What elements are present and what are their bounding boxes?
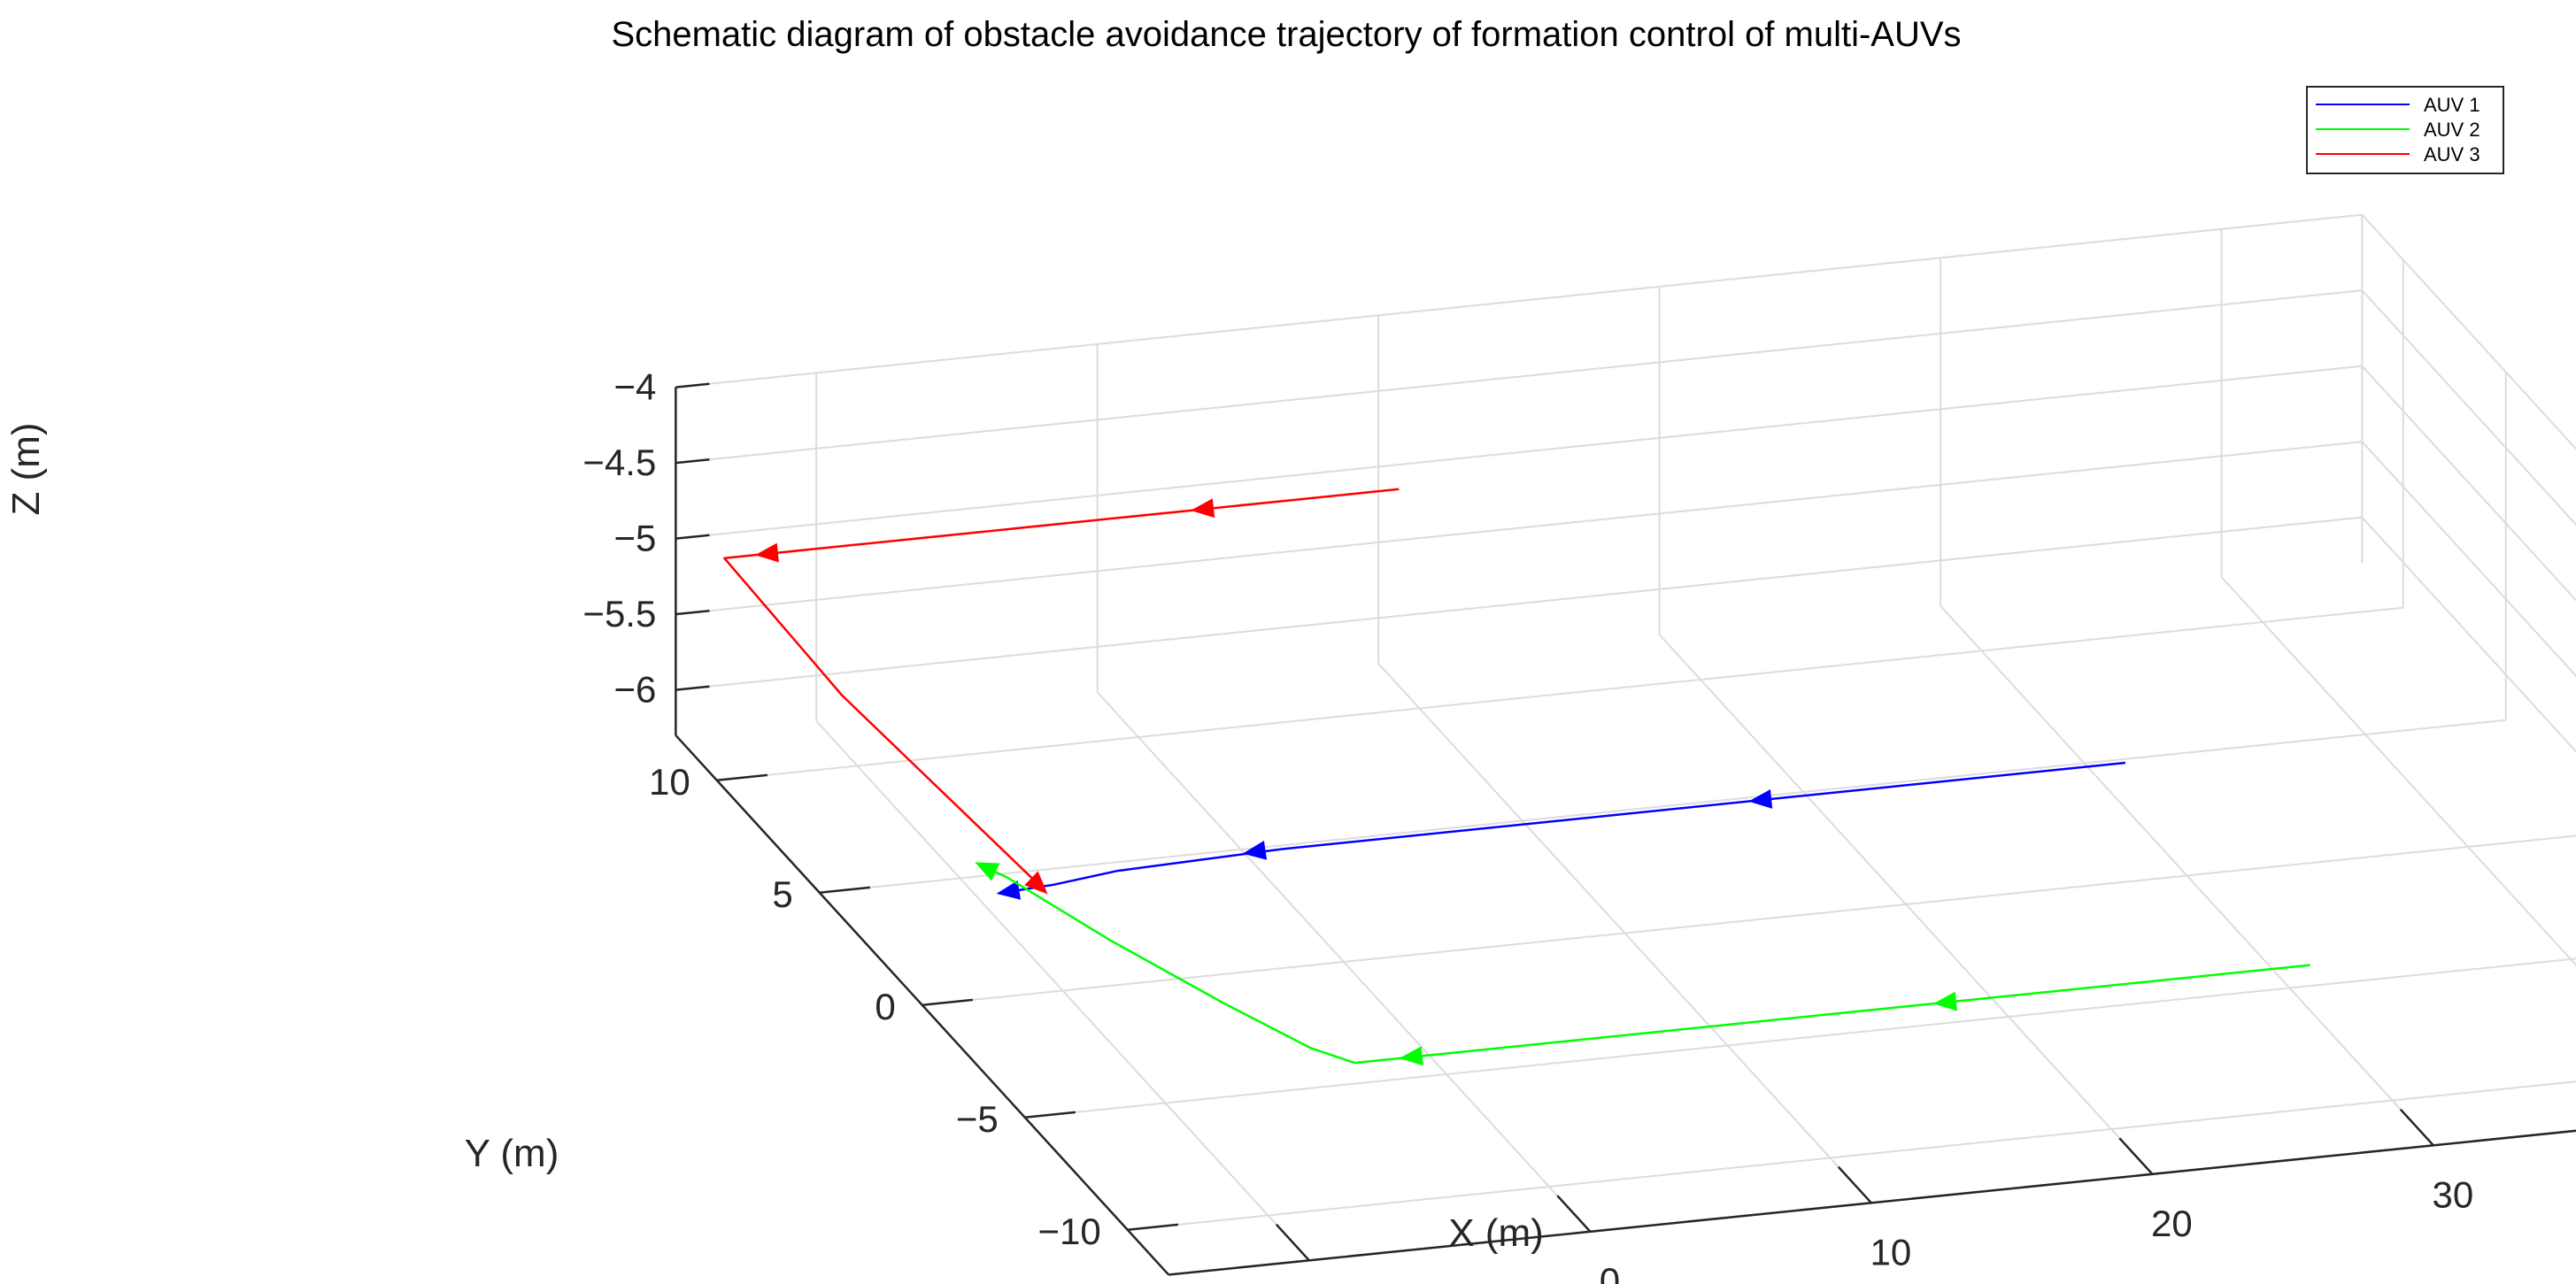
z-tick-label: −5.5: [582, 593, 656, 634]
x-tick-mark: [2118, 1137, 2154, 1175]
grid-line-back-z: [675, 213, 2363, 388]
z-tick-mark: [675, 610, 710, 616]
z-tick-label: −4: [613, 366, 656, 408]
z-tick-label: −5: [613, 518, 656, 559]
y-tick-label: −5: [956, 1098, 999, 1140]
x-axis-label: X (m): [1448, 1211, 1544, 1255]
z-tick-mark: [675, 685, 710, 691]
series-line: [723, 488, 1400, 880]
grid-line-floor-y: [922, 834, 2576, 1006]
y-tick-mark: [1127, 1223, 1179, 1231]
series-line: [1007, 761, 2126, 894]
legend-label: AUV 1: [2424, 94, 2480, 116]
y-tick-label: −10: [1038, 1211, 1101, 1252]
axis-lines: [675, 382, 2576, 1276]
direction-arrow: [1399, 1046, 1423, 1066]
x-tick-label: 0: [1600, 1260, 1620, 1284]
grid-line-side-z: [2361, 441, 2576, 678]
text-layer: Schematic diagram of obstacle avoidance …: [4, 15, 2474, 1284]
grid-line-floor-y: [1127, 1080, 2576, 1231]
z-tick-mark: [675, 382, 710, 388]
grid-line-floor-y: [1024, 957, 2576, 1119]
direction-arrow: [996, 880, 1022, 900]
z-tick-label: −4.5: [582, 442, 656, 483]
grid-line-back-z: [675, 365, 2363, 540]
z-axis-label: Z (m): [4, 422, 48, 515]
grid-line-back-z: [675, 441, 2363, 616]
z-tick-label: −6: [613, 669, 656, 711]
x-tick-mark: [1837, 1165, 1872, 1204]
direction-arrow: [1748, 788, 1773, 809]
series-layer: [723, 488, 2310, 1066]
y-tick-mark: [819, 886, 871, 894]
y-axis-label: Y (m): [465, 1132, 559, 1175]
y-tick-label: 10: [649, 761, 690, 803]
direction-arrow: [1242, 840, 1268, 860]
direction-arrow: [1024, 871, 1048, 895]
direction-arrow: [975, 862, 1000, 881]
direction-arrow: [1933, 991, 1958, 1011]
x-tick-mark: [1275, 1223, 1310, 1262]
direction-arrow: [1191, 498, 1215, 519]
grid-line-floor-y: [819, 719, 2506, 894]
x-tick-label: 30: [2433, 1173, 2474, 1215]
z-tick-mark: [675, 458, 710, 465]
x-tick-mark: [1556, 1195, 1592, 1233]
y-tick-label: 5: [772, 873, 792, 915]
grid-line-floor-x: [2220, 576, 2576, 967]
y-tick-mark: [1024, 1111, 1076, 1119]
grid-line-floor-y: [716, 606, 2403, 781]
y-tick-mark: [922, 998, 974, 1006]
grid-line-side-z: [2361, 213, 2576, 450]
x-tick-label: 10: [1870, 1231, 1912, 1272]
grid-line-side-z: [2361, 516, 2576, 753]
y-tick-label: 0: [875, 986, 895, 1027]
grid-line-side-z: [2361, 289, 2576, 527]
chart-title: Schematic diagram of obstacle avoidance …: [611, 15, 1961, 54]
legend-label: AUV 3: [2424, 143, 2480, 165]
grid-lines: [675, 213, 2576, 1261]
grid-line-side-z: [2361, 365, 2576, 602]
grid-line-back-z: [675, 516, 2363, 691]
legend-label: AUV 2: [2424, 119, 2480, 141]
grid-line-back-z: [675, 289, 2363, 465]
series-line: [984, 865, 2310, 1065]
z-tick-mark: [675, 534, 710, 540]
y-tick-mark: [716, 773, 768, 781]
x-tick-label: 20: [2151, 1203, 2193, 1244]
x-axis-line: [1168, 1129, 2576, 1276]
x-tick-mark: [2399, 1108, 2434, 1147]
direction-arrow: [754, 542, 779, 563]
